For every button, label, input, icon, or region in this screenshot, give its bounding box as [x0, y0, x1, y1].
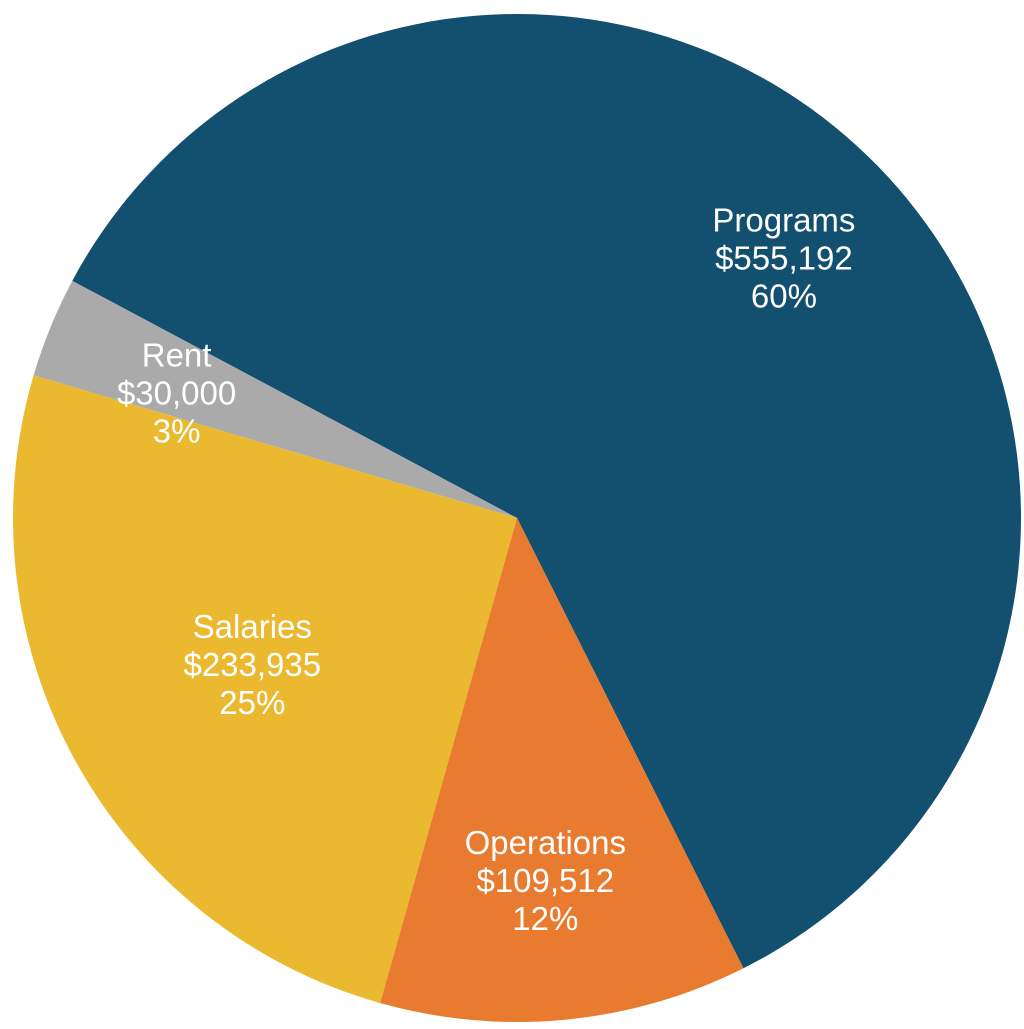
label-amount: $109,512 — [476, 862, 614, 899]
label-percent: 60% — [751, 278, 817, 315]
pie-label-salaries: Salaries $233,935 25% — [183, 608, 321, 721]
label-percent: 25% — [219, 684, 285, 721]
pie-label-rent: Rent $30,000 3% — [117, 336, 236, 449]
pie-label-operations: Operations $109,512 12% — [465, 824, 626, 937]
pie-slice-programs — [72, 14, 1021, 969]
pie-slice-operations — [380, 518, 744, 1023]
label-name: Programs — [712, 202, 855, 239]
pie-slice-salaries — [12, 375, 517, 1004]
pie-slices — [12, 14, 1021, 1023]
pie-slice-rent — [33, 280, 518, 518]
pie-labels: Programs $555,192 60% Rent $30,000 3% Salaries… — [117, 202, 855, 937]
label-name: Rent — [142, 336, 212, 373]
pie-label-programs: Programs $555,192 60% — [712, 202, 855, 315]
label-name: Salaries — [193, 608, 312, 645]
label-amount: $555,192 — [715, 240, 853, 277]
label-name: Operations — [465, 824, 626, 861]
label-percent: 12% — [512, 900, 578, 937]
label-percent: 3% — [153, 412, 201, 449]
label-amount: $30,000 — [117, 374, 236, 411]
label-amount: $233,935 — [183, 646, 321, 683]
